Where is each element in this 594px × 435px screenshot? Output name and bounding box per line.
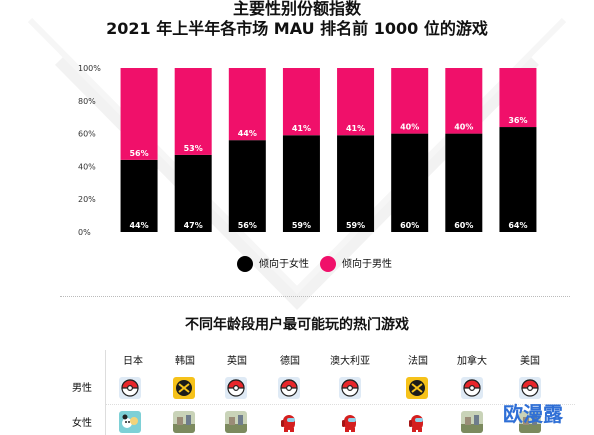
country-label-australia: 澳大利亚 xyxy=(330,356,370,367)
data-label-male: 36% xyxy=(508,116,527,125)
data-label-male: 40% xyxy=(400,123,419,132)
bar-female xyxy=(391,133,429,232)
country-label-uk: 英国 xyxy=(227,356,247,367)
data-label-male: 44% xyxy=(238,129,257,138)
y-tick-label: 0% xyxy=(78,228,91,237)
cartoon-characters-icon xyxy=(119,411,141,433)
bar-male xyxy=(499,68,537,128)
stacked-bar-chart: 0% 20% 40% 60% 80% 100% 44% 56% 47% 53% 56% 44% 59% 4… xyxy=(78,64,537,237)
data-label-male: 53% xyxy=(184,144,203,153)
crossed-guns-icon xyxy=(406,377,428,399)
legend-item-female: 倾向于女性 xyxy=(237,256,309,274)
country-label-germany: 德国 xyxy=(280,356,300,367)
y-tick-label: 60% xyxy=(78,130,96,139)
bar-female xyxy=(282,135,320,232)
chart-subtitle: 2021 年上半年各市场 MAU 排名前 1000 位的游戏 xyxy=(106,19,488,38)
among-us-crewmate-icon xyxy=(406,411,428,433)
scenery-game-icon xyxy=(519,411,541,433)
bar-female xyxy=(499,127,537,232)
bar-male xyxy=(391,68,429,134)
data-label-female: 56% xyxy=(238,221,257,230)
bar-female xyxy=(445,133,483,232)
country-label-france: 法国 xyxy=(408,356,428,367)
data-label-female: 60% xyxy=(400,221,419,230)
data-label-female: 60% xyxy=(454,221,473,230)
bar-male xyxy=(120,68,158,160)
among-us-crewmate-icon xyxy=(278,411,300,433)
bar-male xyxy=(337,68,375,136)
bar-male xyxy=(445,68,483,134)
bar-male xyxy=(282,68,320,136)
pokeball-icon xyxy=(519,377,541,399)
watermark: 欧漫露 xyxy=(503,402,563,426)
bar-female xyxy=(120,159,158,232)
bar-male xyxy=(228,68,266,141)
pokeball-icon xyxy=(225,377,247,399)
scenery-game-icon xyxy=(173,411,195,433)
chart-title: 主要性别份额指数 xyxy=(232,0,361,18)
y-tick-label: 20% xyxy=(78,195,96,204)
section-title: 不同年龄段用户最可能玩的热门游戏 xyxy=(185,317,409,333)
country-label-canada: 加拿大 xyxy=(457,356,487,367)
y-tick-label: 40% xyxy=(78,162,96,171)
crossed-guns-icon xyxy=(173,377,195,399)
legend-swatch-male xyxy=(320,256,336,272)
legend-label-male: 倾向于男性 xyxy=(342,259,392,270)
legend-swatch-female xyxy=(237,256,253,272)
bar-male xyxy=(174,68,212,155)
data-label-female: 44% xyxy=(129,221,148,230)
row-label-male: 男性 xyxy=(72,383,92,394)
data-label-male: 41% xyxy=(292,124,311,133)
y-tick-label: 80% xyxy=(78,97,96,106)
row-label-separator xyxy=(105,350,106,435)
data-label-female: 64% xyxy=(508,221,527,230)
scenery-game-icon xyxy=(225,411,247,433)
country-label-korea: 韩国 xyxy=(175,356,195,367)
pokeball-icon xyxy=(119,377,141,399)
country-label-usa: 美国 xyxy=(520,356,540,367)
data-label-male: 41% xyxy=(346,124,365,133)
row-label-female: 女性 xyxy=(72,418,92,429)
y-tick-label: 100% xyxy=(78,64,101,73)
bar-female xyxy=(228,140,266,232)
data-label-female: 47% xyxy=(184,221,203,230)
among-us-crewmate-icon xyxy=(339,411,361,433)
legend-label-female: 倾向于女性 xyxy=(259,259,309,270)
data-label-female: 59% xyxy=(346,221,365,230)
data-label-female: 59% xyxy=(292,221,311,230)
section-divider xyxy=(60,296,570,297)
bar-female xyxy=(174,154,212,232)
bar-female xyxy=(337,135,375,232)
row-separator xyxy=(105,404,575,405)
pokeball-icon xyxy=(278,377,300,399)
pokeball-icon xyxy=(461,377,483,399)
country-label-japan: 日本 xyxy=(123,356,143,367)
pokeball-icon xyxy=(339,377,361,399)
data-label-male: 56% xyxy=(129,149,148,158)
scenery-game-icon xyxy=(461,411,483,433)
data-label-male: 40% xyxy=(454,123,473,132)
legend-item-male: 倾向于男性 xyxy=(320,256,392,274)
